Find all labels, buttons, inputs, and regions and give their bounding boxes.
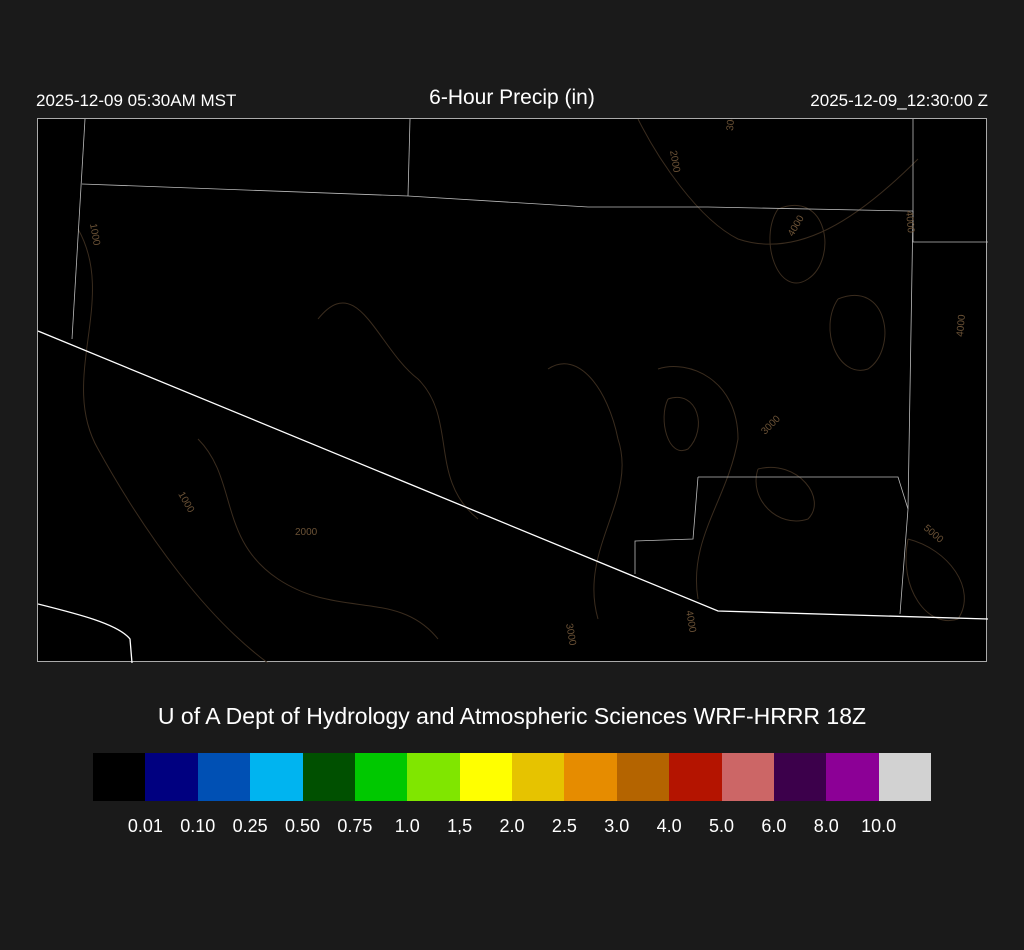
colorbar-label: 0.01: [127, 816, 163, 836]
contour-label: 3000: [725, 119, 738, 131]
contour-label: 3000: [759, 413, 783, 437]
colorbar-swatch: [197, 753, 251, 801]
colorbar-swatch: [721, 753, 774, 801]
colorbar-swatch: [145, 753, 198, 801]
colorbar-swatch: [354, 753, 408, 801]
contour-label: 5000: [921, 523, 945, 546]
contour-label: 4000: [786, 213, 807, 238]
map-title: 6-Hour Precip (in): [429, 86, 595, 109]
precip-map: 1000 1000 2000 2000 3000 3000 3000 4000 …: [37, 108, 989, 664]
contour-label: 1000: [175, 490, 196, 515]
colorbar-swatch: [826, 753, 879, 801]
colorbar-label: 10.0: [861, 816, 897, 836]
colorbar-swatch: [669, 753, 722, 801]
colorbar-label: 0.25: [232, 816, 268, 836]
colorbar-label: 2.5: [551, 816, 577, 836]
colorbar-swatch: [93, 753, 146, 801]
colorbar-label: 4.0: [656, 816, 682, 836]
local-time: 2025-12-09 05:30AM MST: [36, 91, 237, 110]
colorbar-label: 5.0: [708, 816, 735, 836]
contour-label: 4000: [955, 314, 968, 338]
state-boundaries: [37, 330, 989, 664]
map-canvas: 1000 1000 2000 2000 3000 3000 3000 4000 …: [37, 108, 989, 664]
model-credit: U of A Dept of Hydrology and Atmospheric…: [157, 703, 867, 729]
colorbar-label: 0.50: [284, 816, 321, 836]
contour-label: 1000: [87, 223, 102, 247]
colorbar-swatch: [878, 753, 931, 801]
contour-label: 3000: [563, 623, 578, 647]
colorbar-label: 3.0: [604, 816, 630, 836]
colorbar-swatch: [459, 753, 512, 801]
colorbar-swatch: [512, 753, 565, 801]
colorbar-swatch: [773, 753, 827, 801]
colorbar-label: 1.0: [394, 816, 420, 836]
colorbar-label: 0.75: [337, 816, 373, 836]
colorbar-swatch: [302, 753, 355, 801]
colorbar-label: 6.0: [761, 816, 787, 836]
utc-time: 2025-12-09_12:30:00 Z: [810, 91, 988, 110]
contour-label: 4000: [683, 610, 698, 634]
contour-label: 2000: [667, 150, 682, 174]
county-boundaries: [71, 118, 988, 615]
colorbar-label: 2.0: [499, 816, 525, 836]
colorbar-label: 1,5: [447, 816, 473, 836]
colorbar-swatch: [407, 753, 460, 801]
contour-labels: 1000 1000 2000 2000 3000 3000 3000 4000 …: [87, 108, 968, 647]
colorbar: [93, 753, 931, 801]
colorbar-swatch: [564, 753, 617, 801]
colorbar-label: 8.0: [813, 816, 839, 836]
colorbar-swatch: [250, 753, 303, 801]
colorbar-label: 0.10: [180, 816, 216, 836]
terrain-contours: [77, 118, 965, 664]
colorbar-swatch: [616, 753, 670, 801]
contour-label: 2000: [295, 527, 318, 538]
contour-label: 4000: [903, 210, 916, 234]
